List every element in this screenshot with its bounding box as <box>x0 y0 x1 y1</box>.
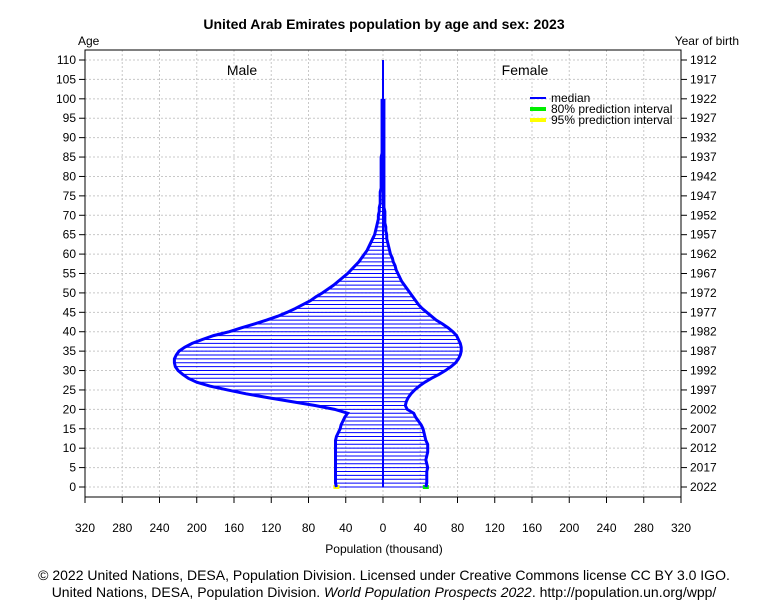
age-tick-label: 0 <box>69 480 76 494</box>
age-tick-label: 15 <box>63 422 77 436</box>
birth-year-tick-label: 1952 <box>690 208 717 222</box>
x-tick-label: 240 <box>596 521 616 535</box>
right-axis-title: Year of birth <box>675 34 739 48</box>
birth-year-tick-label: 2022 <box>690 480 717 494</box>
source-citation: United Nations, DESA, Population Divisio… <box>0 584 768 600</box>
birth-year-tick-label: 1972 <box>690 286 717 300</box>
citation-suffix: . http://population.un.org/wpp/ <box>531 584 717 600</box>
age-tick-label: 30 <box>63 364 77 378</box>
x-tick-label: 320 <box>75 521 95 535</box>
age-tick-label: 95 <box>63 111 77 125</box>
x-tick-label: 200 <box>187 521 207 535</box>
x-tick-label: 40 <box>339 521 353 535</box>
birth-year-tick-label: 1927 <box>690 111 717 125</box>
birth-year-tick-label: 1977 <box>690 305 717 319</box>
birth-year-tick-label: 1992 <box>690 364 717 378</box>
age-tick-label: 10 <box>63 441 77 455</box>
x-tick-label: 120 <box>485 521 505 535</box>
axes: 320 280 240 200 160 120 80 40 0 40 80 120 160 200 240 2… <box>56 53 717 535</box>
male-label: Male <box>227 62 258 78</box>
birth-year-tick-label: 1947 <box>690 189 717 203</box>
legend: median 80% prediction interval 95% predi… <box>530 91 672 127</box>
female-label: Female <box>502 62 549 78</box>
population-bars <box>172 60 463 489</box>
male-median-line <box>172 98 384 488</box>
x-tick-label: 240 <box>149 521 169 535</box>
x-tick-label: 160 <box>522 521 542 535</box>
birth-year-tick-label: 1962 <box>690 247 717 261</box>
birth-year-tick-label: 1967 <box>690 267 717 281</box>
age-tick-label: 70 <box>63 208 77 222</box>
age-tick-label: 90 <box>63 131 77 145</box>
age-tick-label: 80 <box>63 169 77 183</box>
birth-year-tick-label: 2002 <box>690 402 717 416</box>
birth-year-tick-label: 1942 <box>690 169 717 183</box>
age-tick-label: 65 <box>63 228 77 242</box>
x-tick-label: 280 <box>112 521 132 535</box>
legend-label-median: median <box>551 91 590 105</box>
x-tick-label: 320 <box>671 521 691 535</box>
legend-label-80pi: 80% prediction interval <box>551 102 672 116</box>
left-axis-title: Age <box>78 34 100 48</box>
age-tick-label: 100 <box>56 92 76 106</box>
x-tick-label: 120 <box>261 521 281 535</box>
birth-year-tick-label: 1957 <box>690 228 717 242</box>
chart-title: United Arab Emirates population by age a… <box>203 16 564 32</box>
age-tick-label: 85 <box>63 150 77 164</box>
birth-year-tick-label: 1987 <box>690 344 717 358</box>
x-tick-label: 160 <box>224 521 244 535</box>
age-tick-label: 110 <box>57 53 76 67</box>
age-tick-label: 35 <box>63 344 77 358</box>
x-tick-label: 280 <box>634 521 654 535</box>
x-tick-label: 0 <box>380 521 387 535</box>
birth-year-tick-label: 1937 <box>690 150 717 164</box>
birth-year-tick-label: 2017 <box>690 461 717 475</box>
age-tick-label: 5 <box>69 461 76 475</box>
age-tick-label: 25 <box>63 383 77 397</box>
x-axis-title: Population (thousand) <box>325 542 442 556</box>
age-tick-label: 50 <box>63 286 77 300</box>
citation-prefix: United Nations, DESA, Population Divisio… <box>51 584 325 600</box>
copyright-notice: © 2022 United Nations, DESA, Population … <box>38 567 730 583</box>
age-tick-label: 105 <box>56 72 76 86</box>
citation-publication: World Population Prospects 2022 <box>324 584 532 600</box>
age-tick-label: 20 <box>63 402 77 416</box>
x-tick-label: 40 <box>414 521 428 535</box>
age-tick-label: 75 <box>63 189 77 203</box>
age-tick-label: 55 <box>63 267 77 281</box>
age-tick-label: 40 <box>63 325 77 339</box>
x-tick-label: 80 <box>451 521 465 535</box>
x-tick-label: 80 <box>302 521 316 535</box>
birth-year-tick-label: 2007 <box>690 422 717 436</box>
birth-year-tick-label: 1932 <box>690 131 717 145</box>
age-tick-label: 45 <box>63 305 77 319</box>
birth-year-tick-label: 2012 <box>690 441 717 455</box>
x-tick-label: 200 <box>559 521 579 535</box>
birth-year-tick-label: 1912 <box>690 53 717 67</box>
birth-year-tick-label: 1917 <box>690 72 717 86</box>
legend-label-95pi: 95% prediction interval <box>551 113 672 127</box>
birth-year-tick-label: 1922 <box>690 92 717 106</box>
birth-year-tick-label: 1982 <box>690 325 717 339</box>
birth-year-tick-label: 1997 <box>690 383 717 397</box>
age-tick-label: 60 <box>63 247 77 261</box>
